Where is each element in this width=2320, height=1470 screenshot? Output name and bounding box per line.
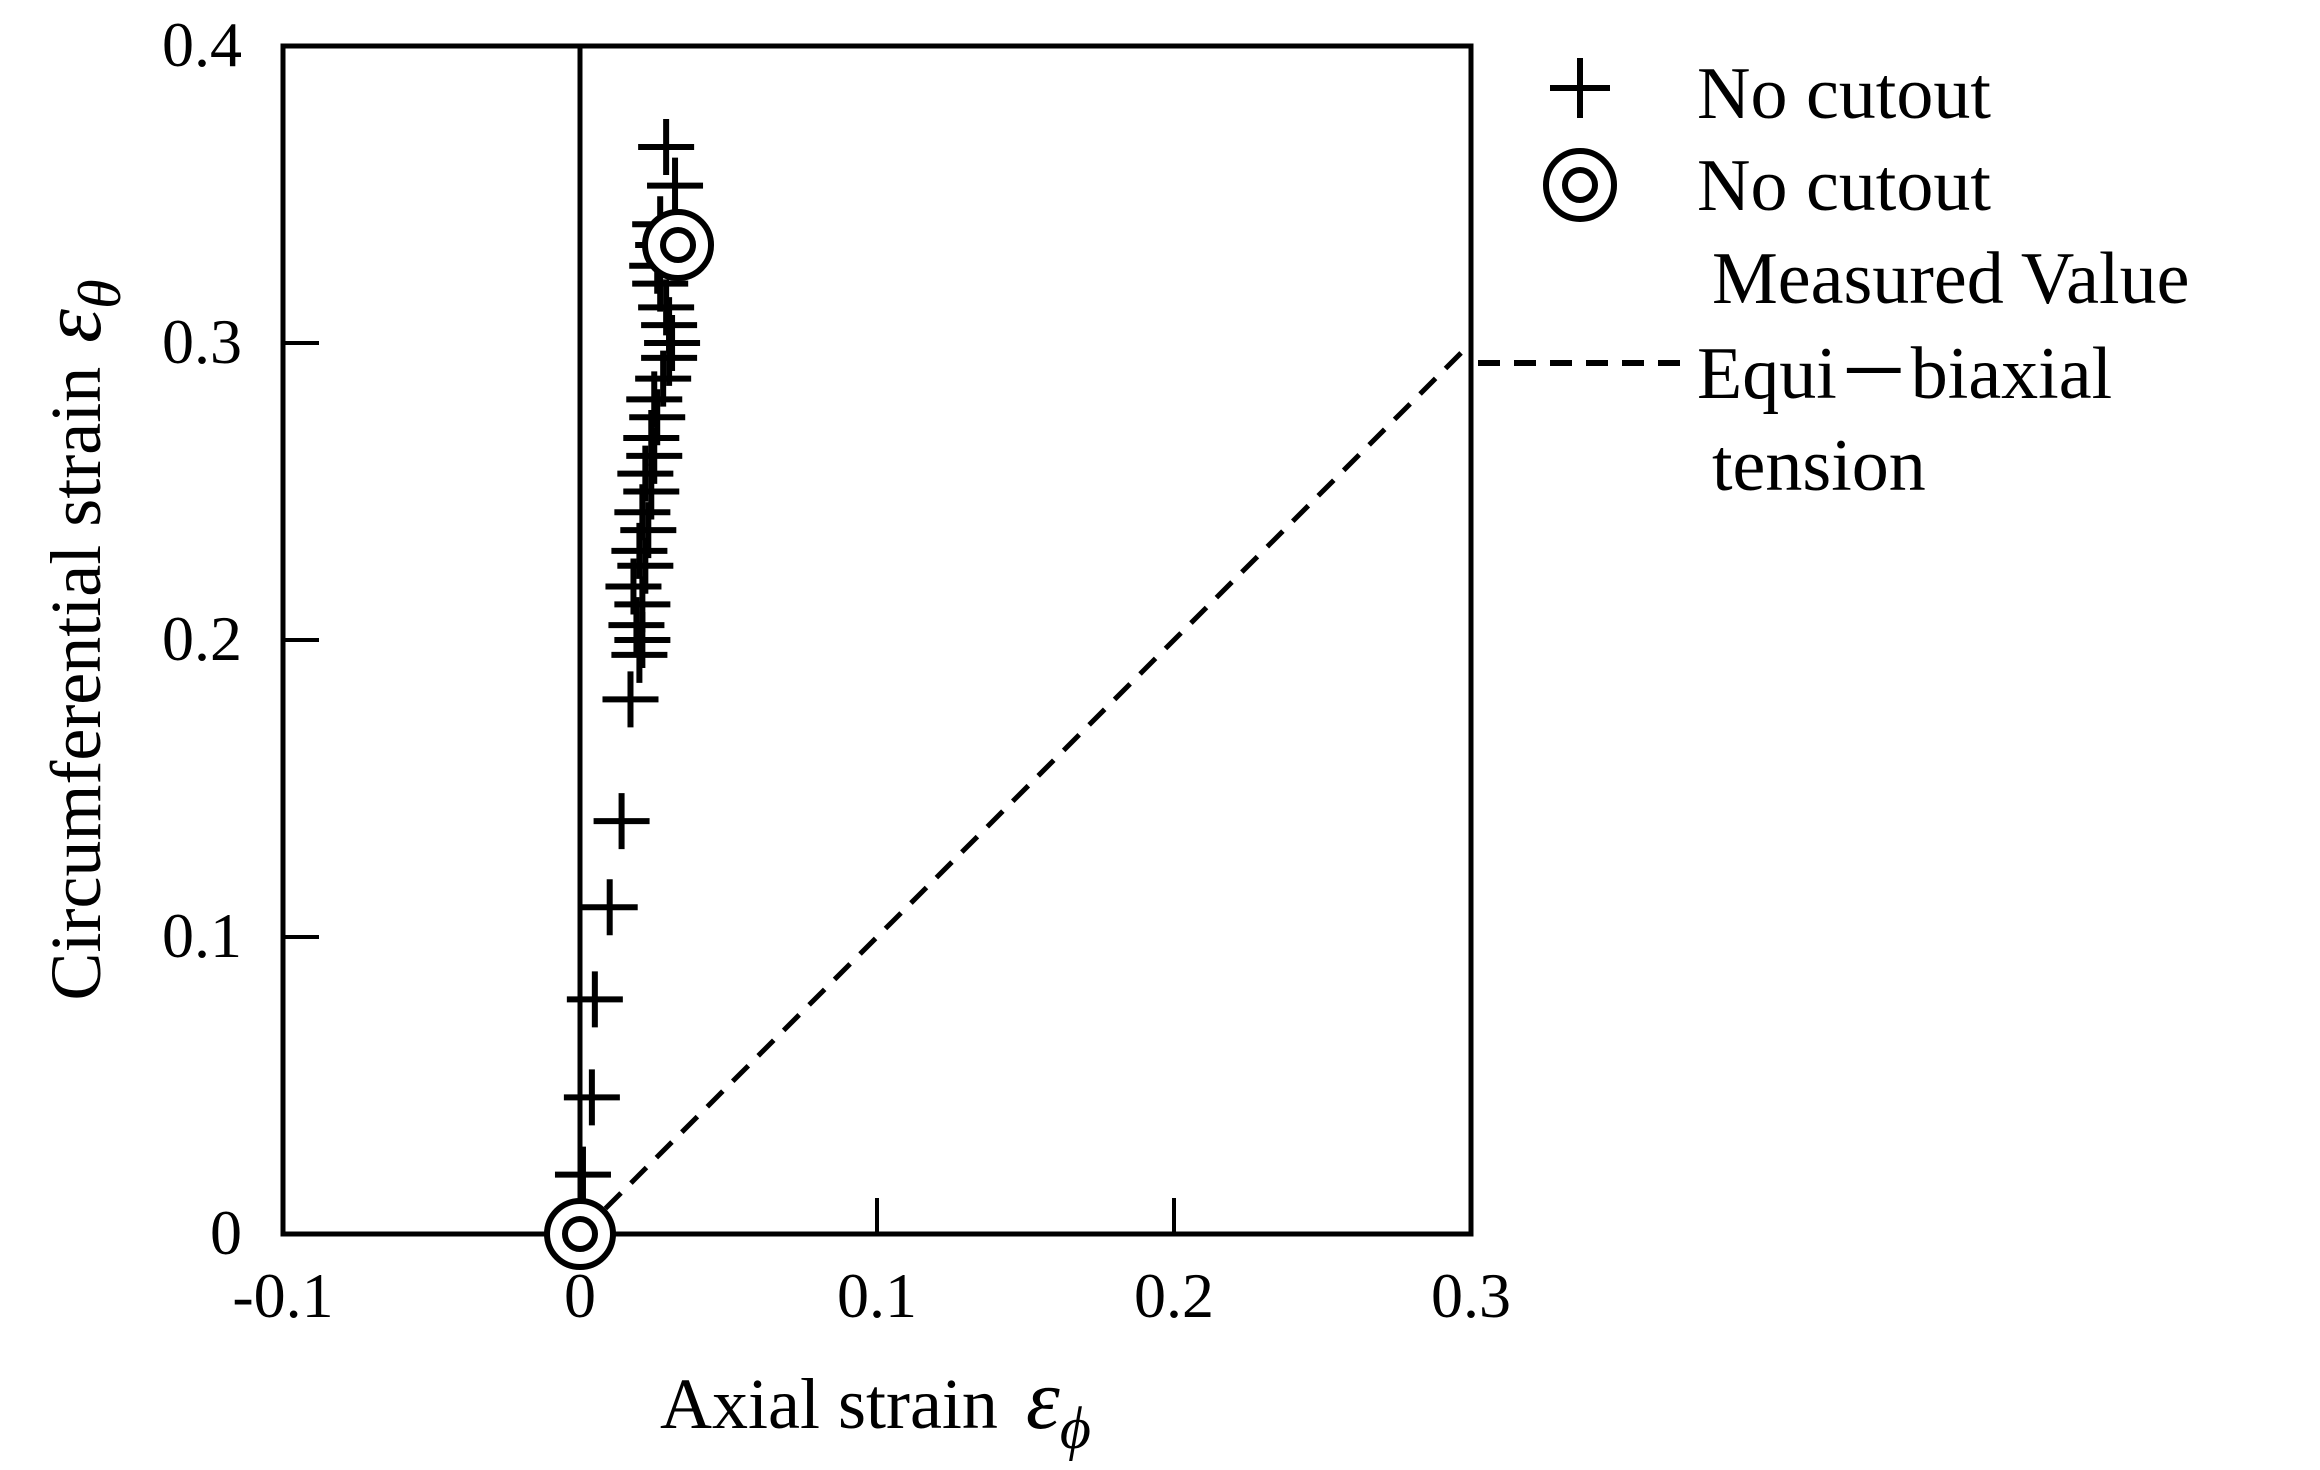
double-circle-marker (642, 208, 715, 281)
y-tick-label: 0 (210, 1197, 242, 1268)
x-tick-label: 0.1 (837, 1260, 917, 1331)
legend-label-measured-line2: Measured Value (1712, 238, 2189, 320)
double-circle-marker (544, 1198, 616, 1270)
plus-marker (647, 157, 704, 214)
legend-label-no-cutout: No cutout (1697, 53, 1991, 135)
equibiaxial-tension-line (578, 341, 1473, 1236)
x-tick-label: 0 (564, 1260, 596, 1331)
double-circle-inner (562, 1216, 598, 1252)
x-axis-title: Axial strain εϕ (660, 1351, 1091, 1461)
x-axis: -0.1 0 0.1 0.2 0.3 (232, 1198, 1511, 1331)
y-tick-label: 0.4 (162, 9, 242, 80)
legend-label-equibiaxial-line2: tension (1712, 425, 1926, 507)
legend-marker-plus (1550, 58, 1610, 118)
plus-marker (638, 118, 695, 175)
legend-label-equibiaxial-line1: Equi－biaxial (1697, 333, 2112, 415)
plus-marker (602, 671, 659, 728)
plus-marker (638, 279, 695, 336)
double-circle-inner (660, 226, 697, 263)
y-axis: 0 0.1 0.2 0.3 0.4 (162, 9, 319, 1268)
y-tick-label: 0.2 (162, 603, 242, 674)
plus-marker (566, 971, 623, 1028)
y-axis-title: Circumferential strainεθ (23, 279, 133, 1000)
y-tick-label: 0.3 (162, 306, 242, 377)
legend-label-measured-line1: No cutout (1697, 145, 1991, 227)
x-tick-label: 0.3 (1431, 1260, 1511, 1331)
plus-marker (593, 793, 650, 850)
x-tick-label: 0.2 (1134, 1260, 1214, 1331)
double-circle-outer (544, 1198, 616, 1270)
plot-frame (280, 43, 1474, 1237)
plus-marker (563, 1069, 620, 1126)
x-tick-label: -0.1 (232, 1260, 333, 1331)
plus-marker (581, 879, 638, 936)
legend: No cutout No cutout Measured Value Equi－… (1478, 53, 2189, 507)
y-tick-label: 0.1 (162, 900, 242, 971)
legend-marker-double-circle (1543, 148, 1617, 222)
plus-marker (554, 1146, 611, 1203)
series-layer (544, 118, 1473, 1270)
double-circle-outer (642, 208, 715, 281)
